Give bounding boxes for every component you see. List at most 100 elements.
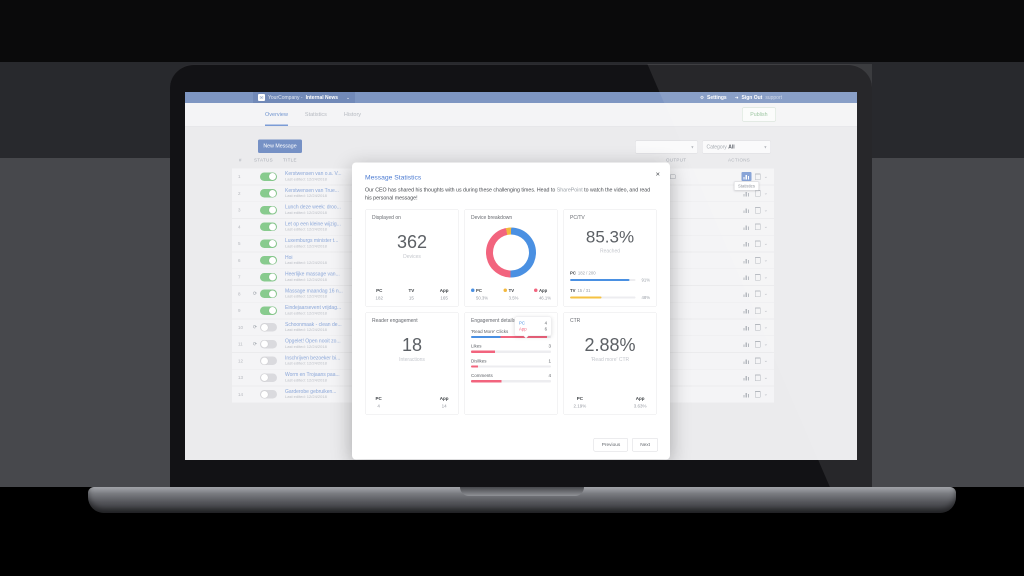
displayed-stats: PC 182 TV 15 App 165 bbox=[376, 285, 449, 301]
chevron-down-icon[interactable]: ⌄ bbox=[763, 173, 768, 180]
status-toggle[interactable] bbox=[260, 306, 277, 315]
legend-label: TV bbox=[508, 287, 515, 293]
trash-icon[interactable] bbox=[754, 307, 761, 314]
chevron-down-icon[interactable]: ⌄ bbox=[763, 358, 768, 364]
chevron-down-icon[interactable]: ⌄ bbox=[763, 391, 768, 398]
engagement-label: 'Read More' Clicks bbox=[471, 328, 509, 334]
trash-icon[interactable] bbox=[754, 340, 761, 348]
last-edited-label: Last edited: 12/24/2018 bbox=[285, 361, 327, 366]
row-actions: ⌄ bbox=[721, 340, 774, 349]
status-toggle[interactable] bbox=[260, 256, 277, 265]
stat-label: TV bbox=[408, 287, 415, 293]
app-switcher[interactable]: ✉ YourCompany - Internal News ⌄ bbox=[253, 92, 355, 103]
ctr-stats: PC 2.19% App 3.63% bbox=[574, 393, 647, 409]
tab-statistics[interactable]: Statistics bbox=[304, 111, 327, 118]
trash-icon[interactable] bbox=[754, 273, 761, 281]
last-edited-label: Last edited: 12/24/2018 bbox=[285, 193, 327, 199]
toggle-knob bbox=[269, 223, 276, 231]
status-toggle[interactable] bbox=[260, 356, 277, 365]
status-toggle[interactable] bbox=[260, 272, 277, 282]
engagement-label: Likes bbox=[471, 343, 482, 349]
last-edited-label: Last edited: 12/24/2018 bbox=[285, 394, 327, 400]
tooltip-row: App 6 bbox=[519, 326, 547, 332]
trash-icon[interactable] bbox=[754, 391, 761, 398]
description-text: to watch the video, and read his persona… bbox=[365, 187, 651, 202]
chevron-down-icon[interactable]: ⌄ bbox=[763, 274, 768, 280]
toggle-knob bbox=[269, 173, 276, 180]
status-toggle[interactable] bbox=[260, 189, 277, 198]
laptop-screen: ✉ YourCompany - Internal News ⌄ ⚙ Settin… bbox=[185, 92, 857, 460]
toggle-knob bbox=[261, 323, 268, 331]
progress-fill bbox=[471, 350, 495, 353]
chevron-down-icon[interactable]: ⌄ bbox=[763, 207, 768, 213]
status-toggle[interactable] bbox=[260, 205, 277, 215]
trash-icon[interactable] bbox=[754, 357, 761, 364]
statistics-icon[interactable] bbox=[741, 323, 751, 332]
chevron-down-icon[interactable]: ⌄ bbox=[763, 257, 768, 264]
statistics-icon[interactable] bbox=[741, 256, 751, 265]
signout-link[interactable]: Sign Out bbox=[741, 94, 763, 101]
filter-select[interactable]: ▾ bbox=[635, 140, 698, 154]
previous-button[interactable]: Previous bbox=[593, 438, 629, 452]
last-edited-label: Last edited: 12/24/2018 bbox=[285, 344, 327, 349]
trash-icon[interactable] bbox=[754, 190, 761, 197]
status-toggle[interactable] bbox=[260, 339, 277, 349]
progress-track bbox=[471, 335, 551, 339]
tab-history[interactable]: History bbox=[343, 111, 362, 118]
trash-icon[interactable] bbox=[754, 290, 761, 297]
trash-icon[interactable] bbox=[754, 223, 761, 230]
chevron-down-icon[interactable]: ⌄ bbox=[763, 341, 768, 347]
chevron-down-icon[interactable]: ⌄ bbox=[763, 291, 768, 297]
sharepoint-link[interactable]: SharePoint bbox=[556, 187, 583, 193]
displayed-unit: Devices bbox=[403, 253, 421, 260]
status-toggle[interactable] bbox=[260, 239, 277, 248]
close-icon[interactable]: × bbox=[655, 170, 660, 179]
bar-percent: 91% bbox=[641, 277, 650, 283]
trash-icon[interactable] bbox=[754, 257, 761, 264]
statistics-icon[interactable] bbox=[741, 340, 751, 349]
chevron-down-icon[interactable]: ⌄ bbox=[763, 307, 768, 314]
statistics-icon[interactable] bbox=[741, 239, 751, 248]
legend-item: App 46.1% bbox=[533, 285, 551, 300]
category-select[interactable]: Category All ▾ bbox=[702, 140, 771, 154]
statistics-icon[interactable] bbox=[741, 172, 752, 181]
statistics-icon[interactable] bbox=[741, 206, 751, 215]
chevron-down-icon[interactable]: ⌄ bbox=[763, 240, 768, 247]
last-edited-label: Last edited: 12/24/2018 bbox=[285, 310, 327, 316]
statistics-icon[interactable] bbox=[741, 222, 751, 231]
settings-link[interactable]: Settings bbox=[706, 94, 727, 101]
chevron-down-icon[interactable]: ⌄ bbox=[763, 324, 768, 331]
statistics-icon[interactable] bbox=[741, 189, 751, 198]
row-number: 10 bbox=[238, 324, 244, 330]
status-toggle[interactable] bbox=[260, 373, 277, 382]
statistics-icon[interactable] bbox=[741, 390, 751, 399]
chevron-down-icon[interactable]: ⌄ bbox=[763, 190, 768, 197]
ctr-percent: 2.88% bbox=[584, 334, 636, 355]
statistics-icon[interactable] bbox=[741, 356, 751, 365]
status-toggle[interactable] bbox=[260, 289, 277, 298]
statistics-icon[interactable] bbox=[741, 306, 751, 315]
status-toggle[interactable] bbox=[260, 323, 277, 332]
statistics-icon[interactable] bbox=[741, 289, 751, 298]
status-toggle[interactable] bbox=[260, 172, 277, 181]
chevron-down-icon[interactable]: ⌄ bbox=[763, 224, 768, 230]
stat-label: PC bbox=[376, 287, 383, 293]
status-toggle[interactable] bbox=[260, 390, 277, 399]
tab-overview[interactable]: Overview bbox=[265, 103, 288, 126]
status-toggle[interactable] bbox=[260, 222, 277, 231]
app-top-bar: ✉ YourCompany - Internal News ⌄ ⚙ Settin… bbox=[185, 92, 857, 103]
new-message-button[interactable]: New Message bbox=[258, 139, 302, 153]
trash-icon[interactable] bbox=[754, 240, 761, 247]
statistics-icon[interactable] bbox=[741, 373, 751, 382]
statistics-icon[interactable] bbox=[741, 273, 751, 282]
trash-icon[interactable] bbox=[754, 374, 761, 381]
publish-button[interactable]: Publish bbox=[741, 107, 776, 122]
next-button[interactable]: Next bbox=[632, 438, 658, 452]
trash-icon[interactable] bbox=[754, 173, 761, 180]
title-cell: Inschrijven bezoeker bi... Last edited: 1… bbox=[281, 355, 616, 366]
trash-icon[interactable] bbox=[754, 324, 761, 331]
last-edited-label: Last edited: 12/24/2018 bbox=[285, 210, 327, 215]
chevron-down-icon[interactable]: ⌄ bbox=[763, 374, 768, 381]
message-statistics-modal: Message Statistics × Our CEO has shared … bbox=[352, 162, 670, 460]
trash-icon[interactable] bbox=[754, 206, 761, 214]
